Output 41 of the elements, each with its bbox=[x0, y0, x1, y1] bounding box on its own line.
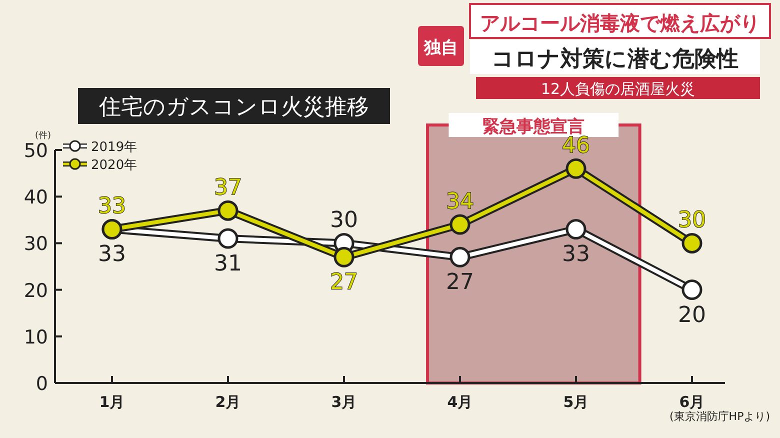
y-tick-label: 40 bbox=[24, 186, 48, 209]
data-label: 27 bbox=[330, 270, 358, 296]
x-tick-label: 5月 bbox=[563, 393, 589, 411]
point bbox=[334, 246, 354, 268]
data-label: 33 bbox=[98, 194, 126, 220]
x-tick-label: 2月 bbox=[215, 393, 241, 411]
x-tick-label: 4月 bbox=[447, 393, 473, 411]
text: 12人負傷の居酒屋火災 bbox=[540, 80, 696, 98]
point bbox=[566, 218, 586, 240]
y-tick-label: 0 bbox=[36, 373, 48, 395]
data-label: 34 bbox=[446, 190, 474, 215]
data-label: 27 bbox=[446, 270, 474, 296]
text: アルコール消毒液で燃え広がり bbox=[480, 11, 760, 35]
data-label: 33 bbox=[98, 242, 126, 268]
point bbox=[682, 280, 702, 300]
point bbox=[450, 246, 470, 268]
y-tick-label: 20 bbox=[24, 280, 48, 302]
text: (東京消防庁HPより) bbox=[670, 410, 770, 423]
point bbox=[566, 158, 586, 179]
point bbox=[218, 228, 238, 249]
data-label: 37 bbox=[214, 176, 242, 201]
x-tick-label: 1月 bbox=[99, 393, 125, 411]
chart-title: 住宅のガスコンロ火災推移 bbox=[98, 95, 369, 120]
legend-label: 2019年 bbox=[91, 140, 138, 155]
point bbox=[450, 214, 470, 235]
data-label: 30 bbox=[330, 208, 358, 234]
y-axis-title: (件) bbox=[34, 130, 52, 141]
y-tick-label: 50 bbox=[24, 140, 48, 162]
legend-label: 2020年 bbox=[91, 158, 138, 173]
data-label: 30 bbox=[678, 208, 706, 234]
x-tick-label: 3月 bbox=[331, 393, 357, 411]
data-label: 20 bbox=[678, 302, 706, 328]
point bbox=[682, 232, 702, 254]
text: コロナ対策に潜む危険性 bbox=[492, 46, 738, 72]
point bbox=[218, 200, 238, 221]
x-tick-label: 6月 bbox=[679, 393, 705, 411]
y-tick-label: 30 bbox=[24, 233, 48, 256]
data-label: 33 bbox=[562, 242, 590, 268]
y-tick-label: 10 bbox=[24, 326, 48, 348]
text: 独自 bbox=[423, 38, 458, 58]
data-label: 31 bbox=[214, 252, 242, 277]
